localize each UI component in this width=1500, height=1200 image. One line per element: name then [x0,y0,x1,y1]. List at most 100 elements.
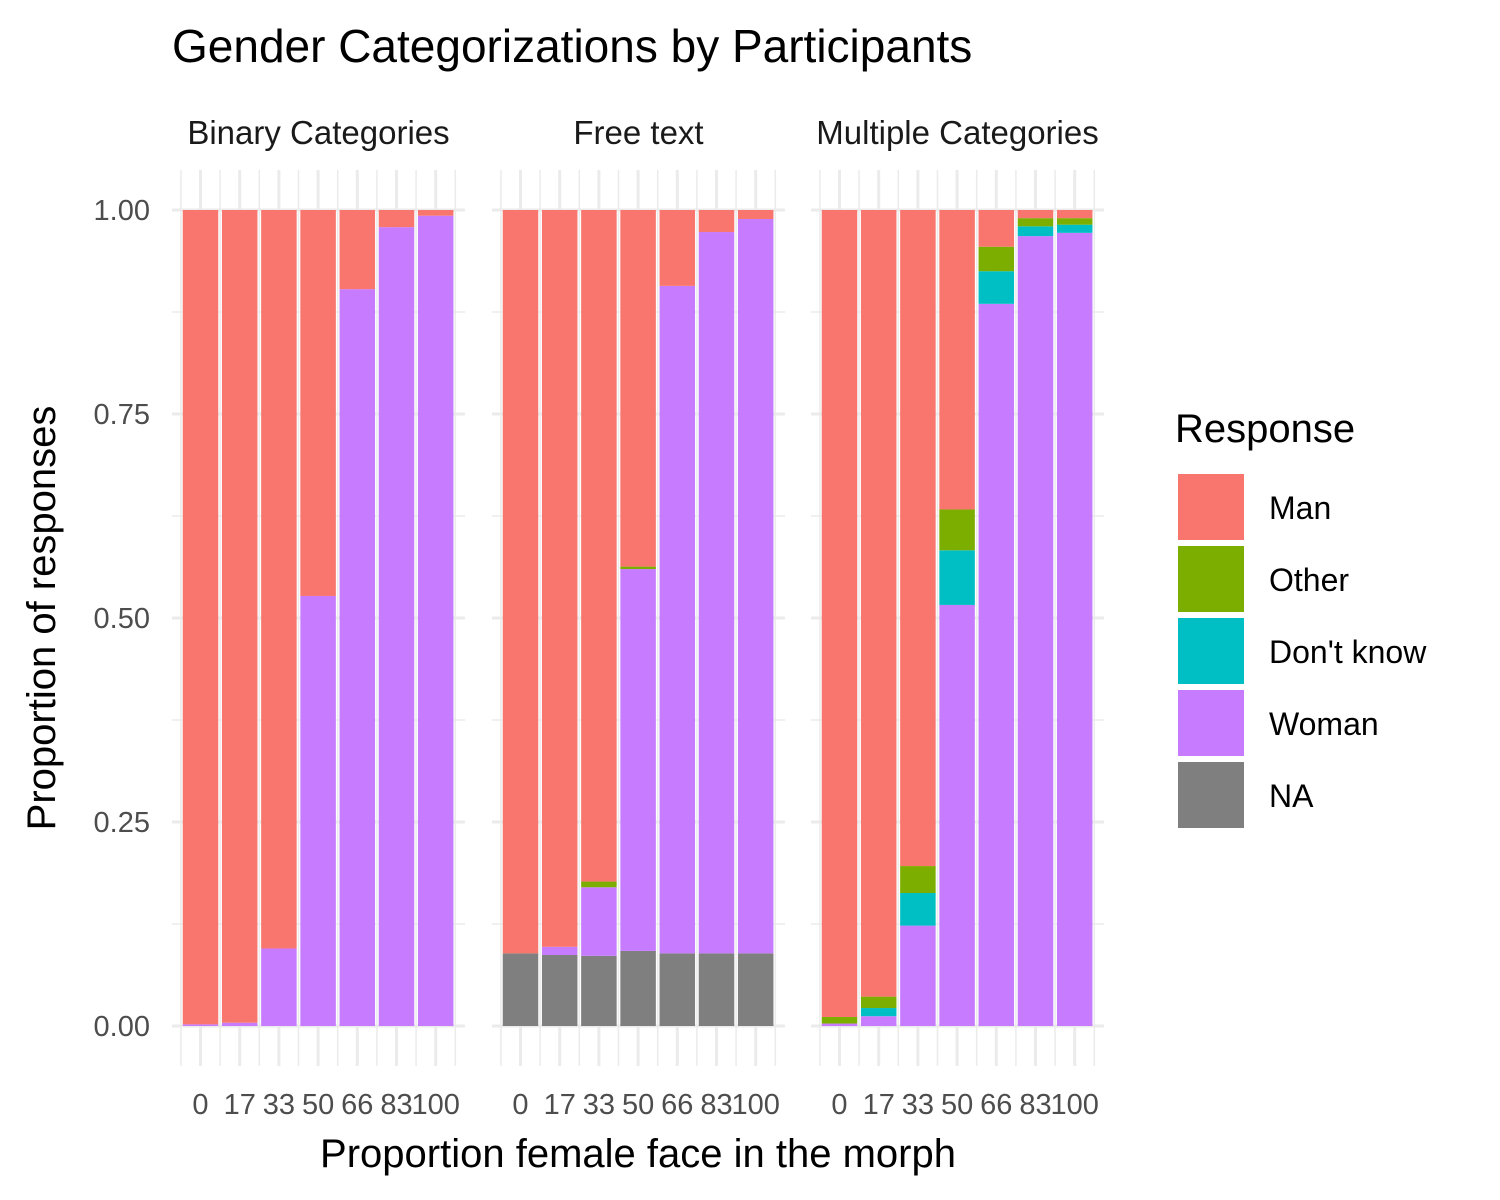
bar-segment-other-100 [1056,218,1093,225]
legend-label: Woman [1269,706,1379,742]
x-tick-label: 0 [831,1089,847,1121]
legend-swatch [1178,762,1244,828]
bar-segment-don-t-know-83 [1017,226,1054,237]
x-tick-label: 66 [341,1089,373,1121]
facet-strip-label: Binary Categories [187,114,449,151]
x-tick-label: 50 [302,1089,334,1121]
bar-segment-other-50 [620,566,656,570]
bar-segment-other-0 [821,1017,858,1024]
bar-segment-don-t-know-17 [860,1008,897,1017]
x-axis-title: Proportion female face in the morph [320,1132,956,1176]
x-tick-label: 100 [732,1089,780,1121]
bar-segment-woman-100 [737,218,774,954]
legend-swatch [1178,618,1244,684]
x-tick-label: 83 [700,1089,732,1121]
bar-segment-man-33 [900,210,936,867]
y-tick-label: 1.00 [94,195,150,227]
bar-segment-man-83 [1017,210,1054,219]
x-tick-label: 50 [622,1089,654,1121]
x-tick-label: 33 [583,1089,615,1121]
bar-segment-na-0 [502,953,539,1026]
bar-segment-woman-0 [182,1024,219,1026]
x-tick-label: 33 [263,1089,295,1121]
bar-segment-man-33 [581,210,617,882]
y-tick-label: 0.50 [94,603,150,635]
bar-segment-man-100 [737,210,774,219]
bar-segment-other-50 [939,509,975,551]
bar-segment-woman-33 [900,925,936,1026]
bar-segment-man-83 [698,210,735,233]
bar-segment-don-t-know-50 [939,550,975,605]
x-tick-label: 50 [941,1089,973,1121]
bar-segment-other-17 [860,996,897,1009]
facet-strip-label: Multiple Categories [816,114,1098,151]
bar-segment-woman-83 [1017,236,1054,1026]
legend-label: Man [1269,490,1331,526]
bar-segment-woman-66 [978,303,1015,1027]
bar-segment-man-17 [221,210,258,1023]
legend-swatch [1178,546,1244,612]
bar-segment-na-66 [659,953,696,1026]
bar-segment-woman-17 [541,946,578,956]
legend-label: Other [1269,562,1349,598]
legend-item-woman: Woman [1178,690,1379,756]
bar-segment-na-33 [581,955,617,1026]
bar-segment-don-t-know-66 [978,271,1015,304]
legend-label: NA [1269,778,1314,814]
bar-segment-man-0 [502,210,539,954]
legend-swatch [1178,474,1244,540]
x-tick-label: 33 [902,1089,934,1121]
bar-segment-man-66 [339,210,376,290]
x-tick-label: 0 [192,1089,208,1121]
bar-segment-woman-50 [620,569,656,951]
legend-item-other: Other [1178,546,1349,612]
x-tick-label: 17 [224,1089,256,1121]
bar-segment-woman-17 [860,1016,897,1026]
x-tick-label: 66 [661,1089,693,1121]
x-tick-label: 83 [1019,1089,1051,1121]
legend-item-man: Man [1178,474,1331,540]
bar-segment-woman-50 [939,604,975,1026]
y-axis-title: Proportion of responses [20,406,64,831]
x-tick-label: 17 [544,1089,576,1121]
bar-segment-other-66 [978,246,1015,272]
bar-segment-woman-50 [300,595,336,1026]
facet-strip-label: Free text [573,114,703,151]
y-tick-label: 0.75 [94,399,150,431]
bar-segment-other-33 [900,866,936,893]
legend-title: Response [1175,407,1355,451]
x-tick-label: 17 [863,1089,895,1121]
bar-segment-woman-83 [698,232,735,954]
bar-segment-woman-100 [417,215,454,1026]
bar-segment-man-100 [417,210,454,216]
bar-segment-woman-100 [1056,232,1093,1026]
legend-swatch [1178,690,1244,756]
legend: Response Man Other Don't know Woman NA [1175,407,1427,828]
bar-segment-man-17 [860,210,897,997]
x-tick-label: 66 [980,1089,1012,1121]
bar-segment-na-17 [541,955,578,1026]
bar-segment-man-100 [1056,210,1093,219]
bar-segment-man-50 [620,210,656,567]
bar-segment-woman-0 [821,1023,858,1026]
bar-segment-man-66 [659,210,696,286]
bar-segment-man-17 [541,210,578,947]
bar-segment-woman-33 [261,948,297,1026]
bar-segment-woman-66 [659,285,696,954]
bar-segment-other-83 [1017,218,1054,227]
y-tick-label: 0.25 [94,807,150,839]
bar-segment-don-t-know-33 [900,892,936,926]
legend-item-don-t-know: Don't know [1178,618,1427,684]
bar-segment-woman-83 [378,227,415,1027]
bar-segment-woman-17 [221,1022,258,1026]
bar-segment-man-83 [378,210,415,228]
x-tick-label: 100 [412,1089,460,1121]
x-tick-label: 0 [512,1089,528,1121]
bar-segment-man-50 [300,210,336,596]
y-axis: 0.00 0.25 0.50 0.75 1.00 [94,195,150,1043]
legend-label: Don't know [1269,634,1427,670]
